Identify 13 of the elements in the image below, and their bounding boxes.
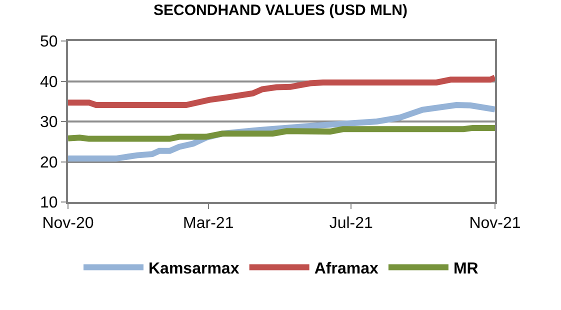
legend-label: MR bbox=[453, 260, 479, 278]
y-tick-label: 20 bbox=[40, 154, 58, 172]
x-tick-label: Jul-21 bbox=[329, 215, 373, 232]
y-tick-label: 50 bbox=[40, 34, 58, 51]
x-tick-label: Nov-21 bbox=[469, 215, 521, 232]
y-tick-label: 30 bbox=[40, 114, 58, 132]
legend-label: Aframax bbox=[314, 260, 378, 278]
y-tick-label: 10 bbox=[40, 194, 58, 212]
x-tick-label: Nov-20 bbox=[42, 215, 94, 232]
chart-title: SECONDHAND VALUES (USD MLN) bbox=[154, 2, 408, 20]
legend-label: Kamsarmax bbox=[148, 260, 240, 278]
x-tick-label: Mar-21 bbox=[183, 215, 234, 232]
y-tick-label: 40 bbox=[40, 74, 58, 91]
